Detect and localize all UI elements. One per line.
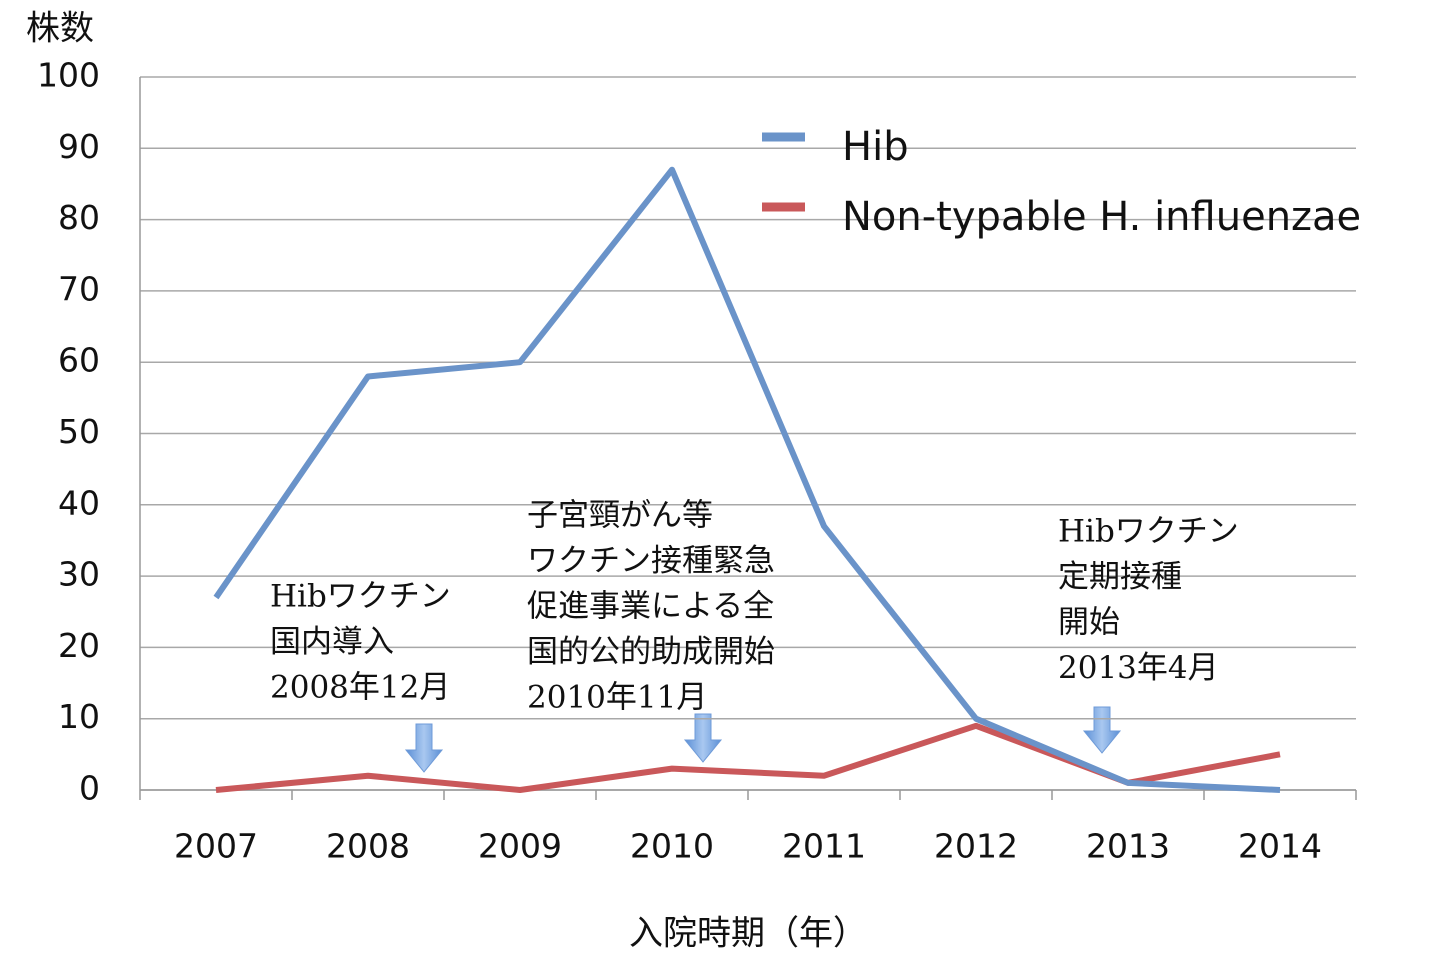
line-series	[213, 166, 1281, 793]
x-axis-label: 入院時期（年）	[629, 914, 867, 954]
y-tick-label: 90	[58, 127, 100, 166]
x-tick-label: 2007	[174, 827, 258, 866]
annotation: Hibワクチン	[270, 579, 451, 615]
annotation: 2013年4月	[1058, 650, 1219, 686]
annotation: 2008年12月	[270, 670, 450, 706]
y-tick-label: 0	[79, 769, 100, 808]
y-tick-label: 60	[58, 341, 100, 380]
x-tick-label: 2008	[326, 827, 410, 866]
annotation: 定期接種	[1058, 559, 1182, 595]
y-tick-label: 30	[58, 555, 100, 594]
x-tick-label: 2012	[934, 827, 1018, 866]
arrow	[683, 713, 723, 763]
y-tick-label: 80	[58, 198, 100, 237]
x-tick-label: 2010	[630, 827, 714, 866]
arrows	[404, 706, 1122, 773]
y-tick-label: 10	[58, 697, 100, 736]
x-tick-label: 2009	[478, 827, 562, 866]
y-tick-label: 40	[58, 483, 100, 522]
y-axis-label: 株数	[26, 9, 94, 49]
y-tick-label: 50	[58, 412, 100, 451]
annotation: 子宮頸がん等	[527, 498, 713, 534]
y-tick-label: 70	[58, 269, 100, 308]
arrow	[1082, 706, 1122, 754]
y-tick-label: 100	[37, 56, 100, 95]
annotation: 2010年11月	[527, 680, 707, 716]
annotation: 促進事業による全	[527, 589, 774, 625]
x-tick-label: 2014	[1238, 827, 1322, 866]
annotation: ワクチン接種緊急	[527, 543, 775, 579]
arrow	[404, 723, 444, 773]
annotation: Hibワクチン	[1058, 514, 1239, 550]
annotation: 国的公的助成開始	[527, 634, 775, 670]
legend-label: Hib	[842, 124, 909, 170]
legend-label: Non-typable H. influenzae	[842, 194, 1361, 240]
x-tick-label: 2011	[782, 827, 866, 866]
annotation: 国内導入	[270, 624, 394, 660]
x-tick-label: 2013	[1086, 827, 1170, 866]
annotation: 開始	[1058, 605, 1120, 641]
y-tick-label: 20	[58, 626, 100, 665]
